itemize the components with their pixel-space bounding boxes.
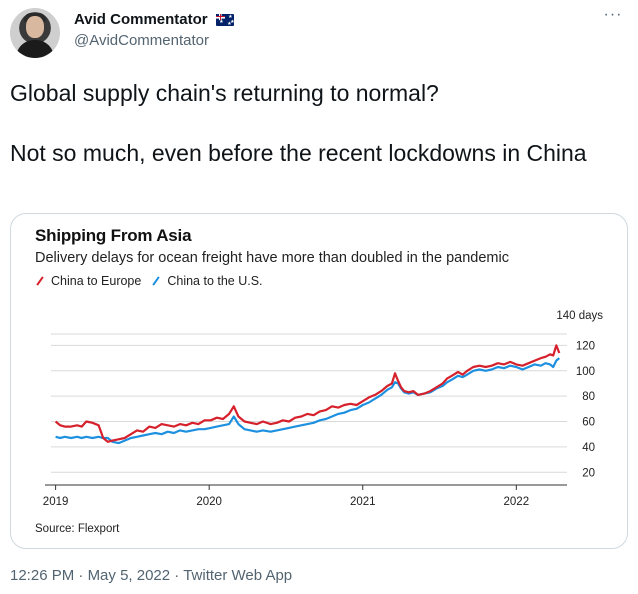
chart-image: Shipping From Asia Delivery delays for o… (21, 218, 619, 546)
y-unit-label: 140 days (556, 310, 603, 322)
more-icon[interactable]: ··· (603, 6, 623, 23)
x-tick-label: 2022 (504, 496, 530, 508)
legend-item-us: China to the U.S. (151, 274, 263, 288)
chart-subtitle: Delivery delays for ocean freight have m… (35, 250, 509, 266)
x-tick-label: 2020 (196, 496, 222, 508)
tweet-date[interactable]: May 5, 2022 (87, 567, 171, 584)
meta-separator: · (78, 567, 84, 584)
author-names: Avid Commentator ★ ★ ★ ★ @AvidCommentato… (74, 10, 235, 51)
chart-title: Shipping From Asia (35, 226, 192, 245)
y-tick-label: 80 (582, 391, 595, 403)
tweet-time[interactable]: 12:26 PM (10, 567, 75, 584)
display-name[interactable]: Avid Commentator (74, 11, 208, 28)
tweet-meta: 12:26 PM · May 5, 2022 · Twitter Web App (10, 567, 292, 584)
legend-label-us: China to the U.S. (167, 274, 263, 288)
media-card[interactable]: Shipping From Asia Delivery delays for o… (10, 213, 628, 549)
australia-flag-icon: ★ ★ ★ ★ (216, 14, 235, 27)
y-tick-label: 100 (576, 366, 595, 378)
y-tick-label: 60 (582, 417, 595, 429)
series-line-china-to-europe (54, 344, 561, 443)
series-line-china-to-us (55, 357, 561, 445)
legend-label-europe: China to Europe (51, 274, 142, 288)
legend-item-europe: China to Europe (35, 274, 141, 288)
line-chart: 20 40 60 80 100 120 140 days 2019 2020 2021 2022 (43, 310, 603, 508)
meta-separator: · (174, 567, 180, 584)
source-app[interactable]: Twitter Web App (183, 567, 293, 584)
y-tick-label: 120 (576, 340, 595, 352)
tweet-header: Avid Commentator ★ ★ ★ ★ @AvidCommentato… (10, 6, 630, 62)
x-tick-label: 2021 (350, 496, 376, 508)
avatar-face (26, 16, 44, 38)
handle[interactable]: @AvidCommentator (74, 32, 209, 49)
chart-legend: China to Europe China to the U.S. (35, 274, 273, 288)
y-tick-label: 40 (582, 442, 595, 454)
avatar-body (16, 40, 54, 58)
y-tick-label: 20 (582, 467, 595, 479)
avatar[interactable] (10, 8, 60, 58)
chart-source: Source: Flexport (35, 523, 120, 535)
tweet-text: Global supply chain's returning to norma… (10, 80, 587, 166)
x-tick-label: 2019 (43, 496, 69, 508)
